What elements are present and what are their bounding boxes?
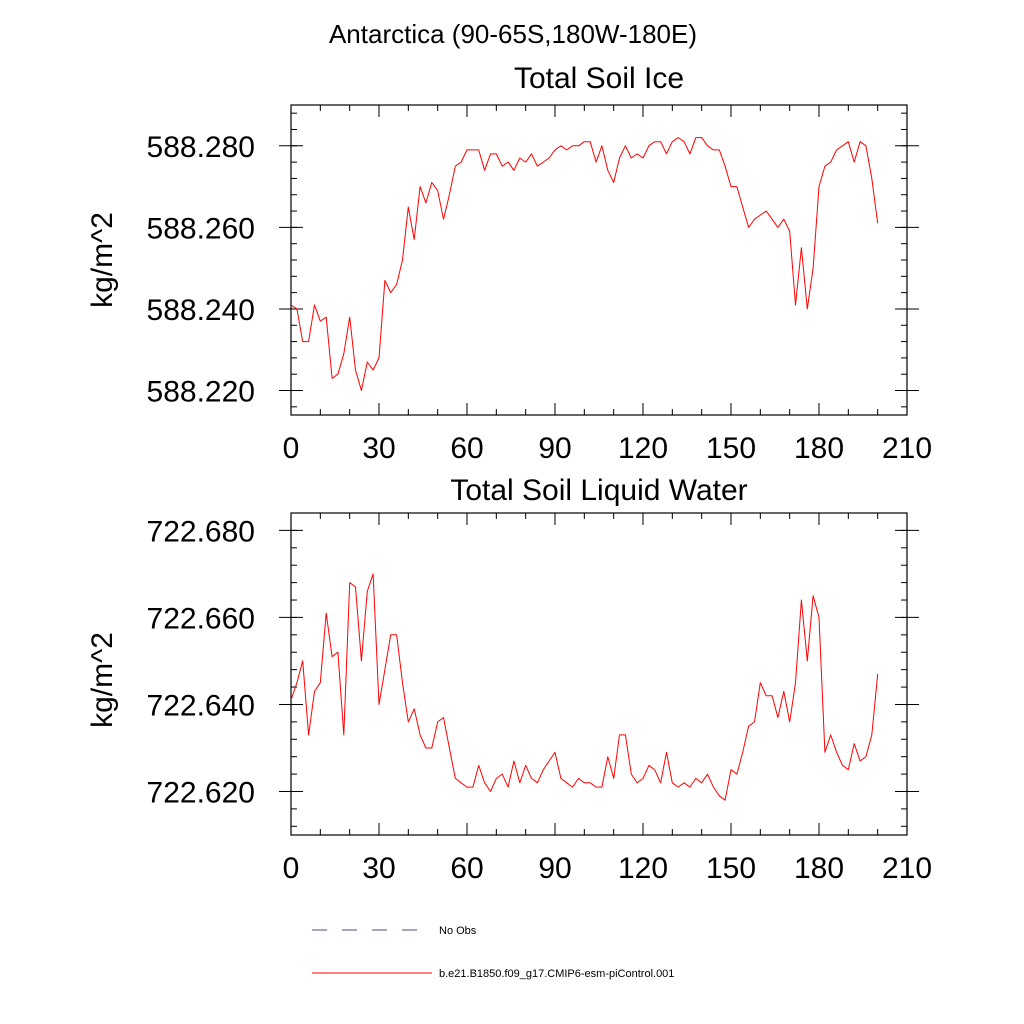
- panel-total-soil-ice: Total Soil Ice kg/m^2 0 30 60 90 120 150 180 21…: [86, 62, 932, 465]
- x-tick-label: 90: [538, 432, 571, 465]
- x-tick-label: 30: [362, 432, 395, 465]
- y-tick-label: 588.220: [147, 376, 255, 409]
- y-tick-label: 588.280: [147, 131, 255, 164]
- x-tick-label: 210: [882, 432, 932, 465]
- plot-frame: [290, 512, 908, 836]
- x-tick-label: 150: [706, 852, 756, 885]
- x-tick-label: 120: [618, 432, 668, 465]
- x-tick-label: 180: [794, 852, 844, 885]
- y-tick-label: 588.260: [147, 212, 255, 245]
- panel-total-soil-liquid-water: Total Soil Liquid Water kg/m^2 0 30 60 90 12…: [86, 474, 932, 885]
- x-tick-label: 0: [283, 432, 300, 465]
- x-tick-label: 150: [706, 432, 756, 465]
- y-tick-label: 722.680: [147, 515, 255, 548]
- figure-title: Antarctica (90-65S,180W-180E): [329, 19, 697, 49]
- legend-label-model: b.e21.B1850.f09_g17.CMIP6-esm-piControl.…: [439, 968, 674, 980]
- y-tick-label: 588.240: [147, 294, 255, 327]
- panel-title: Total Soil Liquid Water: [450, 474, 747, 507]
- x-tick-label: 60: [450, 852, 483, 885]
- x-tick-label: 0: [283, 852, 300, 885]
- series-line: [290, 573, 879, 801]
- y-tick-label: 722.660: [147, 602, 255, 635]
- x-tick-label: 210: [882, 852, 932, 885]
- x-tick-label: 120: [618, 852, 668, 885]
- y-tick-label: 722.640: [147, 689, 255, 722]
- x-tick-label: 90: [538, 852, 571, 885]
- legend-label-no-obs: No Obs: [439, 925, 477, 937]
- y-tick-label: 722.620: [147, 776, 255, 809]
- panel-title: Total Soil Ice: [514, 62, 684, 95]
- x-tick-label: 180: [794, 432, 844, 465]
- series-line: [290, 137, 879, 391]
- x-tick-label: 30: [362, 852, 395, 885]
- legend: No Obs b.e21.B1850.f09_g17.CMIP6-esm-piC…: [312, 925, 674, 980]
- x-tick-label: 60: [450, 432, 483, 465]
- y-axis-label: kg/m^2: [86, 632, 119, 728]
- plot-frame: [290, 104, 908, 416]
- y-axis-label: kg/m^2: [86, 212, 119, 308]
